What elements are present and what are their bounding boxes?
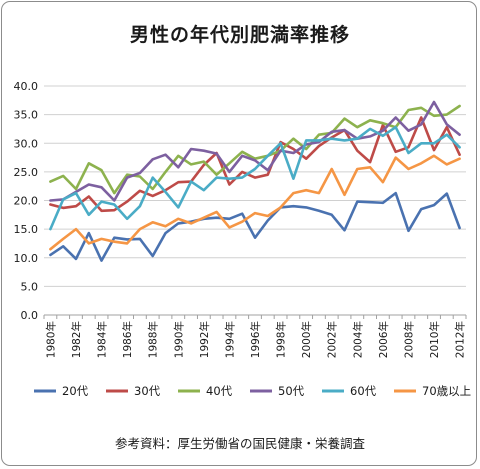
y-tick-label: 5.0 <box>21 280 39 293</box>
series-line-3 <box>49 100 461 202</box>
y-tick-label: 10.0 <box>14 252 39 265</box>
x-tick-label: 1980年 <box>44 321 57 358</box>
y-tick-label: 20.0 <box>14 195 39 208</box>
x-axis-ticks: 1980年 1982年 1984年 1986年 1988年 1990年 1992年 1994年… <box>44 321 466 358</box>
x-tick-label: 1994年 <box>223 321 236 358</box>
chart-title: 男性の年代別肥満率推移 <box>129 24 350 46</box>
y-tick-label: 40.0 <box>14 80 39 93</box>
y-tick-label: 30.0 <box>14 137 39 150</box>
x-tick-label: 1984年 <box>96 321 109 358</box>
x-tick-label: 1982年 <box>70 321 83 358</box>
legend-label: 30代 <box>134 384 161 398</box>
x-tick-label: 1990年 <box>172 321 185 358</box>
y-tick-label: 35.0 <box>14 109 39 122</box>
legend-label: 70歳以上 <box>422 384 471 398</box>
series-line-5 <box>49 154 461 251</box>
y-tick-label: 15.0 <box>14 223 39 236</box>
x-tick-label: 2012年 <box>454 321 467 358</box>
series-line-2 <box>49 104 461 195</box>
source-note: 参考資料：厚生労働省の国民健康・栄養調査 <box>114 436 365 451</box>
y-tick-label: 25.0 <box>14 166 39 179</box>
x-tick-label: 2006年 <box>377 321 390 358</box>
series-line-0 <box>49 191 461 262</box>
x-tick-label: 1996年 <box>249 321 262 358</box>
x-tick-label: 1998年 <box>275 321 288 358</box>
x-tick-label: 1988年 <box>147 321 160 358</box>
x-tick-label: 2010年 <box>428 321 441 358</box>
x-tick-label: 2000年 <box>300 321 313 358</box>
y-axis-ticks: 0.0 5.0 10.0 15.0 20.0 25.0 30.0 35.0 40.0 <box>14 80 39 322</box>
series-line-4 <box>49 125 461 231</box>
legend: 20代 30代 40代 50代 60代 70歳以上 <box>34 384 471 398</box>
x-tick-label: 1992年 <box>198 321 211 358</box>
x-axis <box>43 314 467 319</box>
legend-label: 40代 <box>206 384 233 398</box>
x-tick-label: 2002年 <box>326 321 339 358</box>
series-lines <box>49 100 461 262</box>
gridlines <box>44 85 466 287</box>
x-tick-label: 2004年 <box>351 321 364 358</box>
legend-label: 60代 <box>350 384 377 398</box>
x-tick-label: 2008年 <box>402 321 415 358</box>
y-tick-label: 0.0 <box>21 309 39 322</box>
legend-label: 20代 <box>62 384 89 398</box>
legend-label: 50代 <box>278 384 305 398</box>
x-tick-label: 1986年 <box>121 321 134 358</box>
